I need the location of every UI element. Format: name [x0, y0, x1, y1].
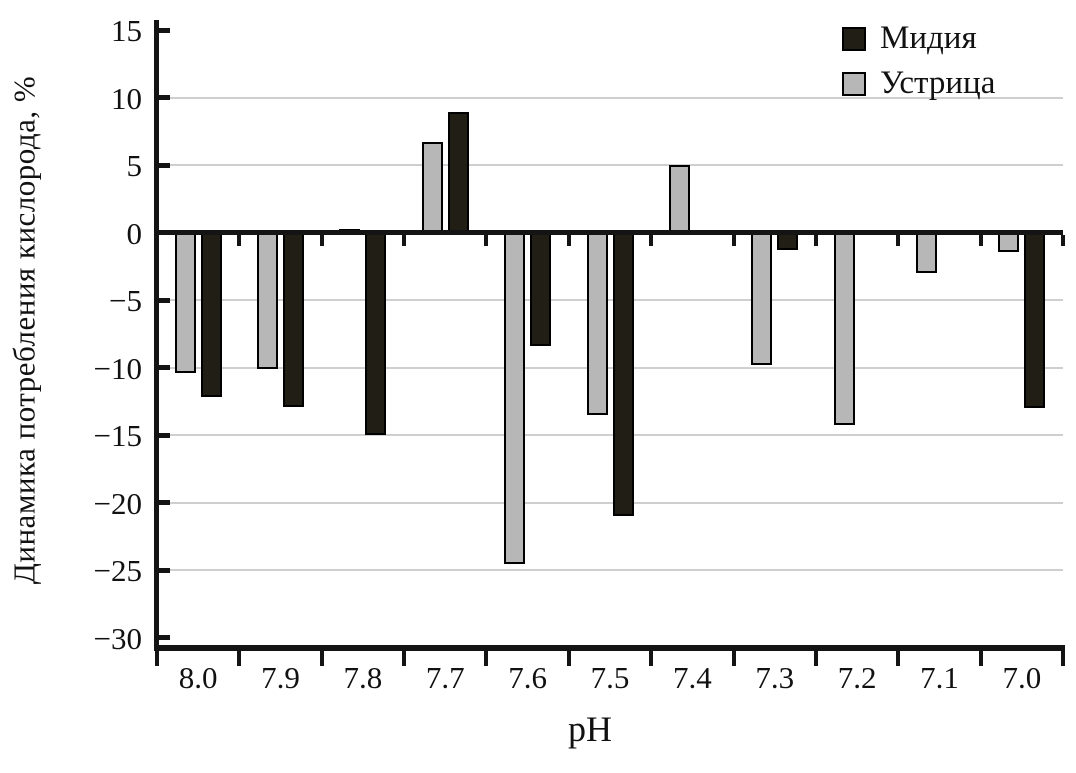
x-axis-tick [731, 645, 736, 666]
legend-item-mussel: Мидия [842, 20, 995, 57]
bar-mussel-7.8 [365, 232, 387, 436]
gridline [157, 434, 1063, 437]
zero-axis-tick [649, 234, 654, 246]
x-tick-label: 7.1 [920, 660, 959, 695]
x-tick-label: 7.5 [590, 660, 630, 695]
x-tick-label: 7.6 [508, 660, 547, 695]
bar-oyster-7.0 [998, 232, 1020, 252]
x-axis-title: pH [568, 709, 612, 749]
gridline [157, 96, 1063, 99]
gridline [157, 569, 1063, 572]
y-axis-tick [157, 500, 170, 506]
zero-axis-tick [978, 234, 983, 246]
y-tick-label: −10 [93, 350, 142, 386]
gridline [157, 299, 1063, 302]
bar-oyster-7.5 [586, 232, 608, 416]
x-tick-label: 7.7 [425, 660, 465, 695]
bar-oyster-7.6 [504, 232, 526, 564]
x-axis-tick [319, 645, 324, 666]
gridline [157, 366, 1063, 369]
zero-axis-tick [731, 234, 736, 246]
x-axis-line [154, 645, 1063, 651]
y-tick-label: 5 [126, 148, 143, 184]
bar-mussel-7.5 [612, 232, 634, 517]
legend: Мидия Устрица [842, 20, 995, 102]
bar-mussel-7.0 [1024, 232, 1046, 409]
y-axis-tick [157, 365, 170, 371]
y-axis-tick [157, 635, 170, 641]
bar-oyster-7.4 [668, 165, 690, 233]
y-axis-tick [157, 297, 170, 303]
x-axis-tick [649, 645, 654, 666]
zero-axis-tick [566, 234, 571, 246]
x-tick-label: 8.0 [178, 660, 218, 695]
x-tick-label: 7.9 [261, 660, 300, 695]
bar-oyster-8.0 [174, 232, 196, 374]
zero-axis-tick [896, 234, 901, 246]
x-tick-label: 7.4 [672, 660, 712, 695]
y-tick-label: 0 [126, 215, 143, 251]
bar-oyster-7.7 [421, 142, 443, 233]
zero-axis-tick [402, 234, 407, 246]
y-axis-tick [157, 230, 170, 236]
gridline [157, 501, 1063, 504]
legend-label-mussel: Мидия [880, 20, 977, 56]
x-tick-label: 7.3 [755, 660, 795, 695]
bar-oyster-7.9 [257, 232, 279, 370]
bar-mussel-7.7 [447, 112, 469, 233]
oyster-swatch-icon [842, 71, 866, 96]
y-tick-label: −30 [93, 620, 142, 656]
bar-oyster-7.2 [833, 232, 855, 425]
x-axis-tick [237, 645, 242, 666]
x-axis-tick [896, 645, 901, 666]
x-axis-tick [155, 645, 159, 666]
bar-mussel-7.9 [283, 232, 305, 407]
bar-oyster-7.1 [915, 232, 937, 274]
x-tick-label: 7.2 [837, 660, 877, 695]
x-tick-label: 7.8 [343, 660, 383, 695]
y-tick-label: −15 [93, 418, 142, 454]
x-axis-tick [566, 645, 571, 666]
zero-axis-tick [484, 234, 489, 246]
x-axis-tick [978, 645, 983, 666]
zero-axis-tick [237, 234, 242, 246]
x-axis-tick [1061, 645, 1065, 666]
y-tick-label: −25 [93, 553, 142, 589]
legend-label-oyster: Устрица [880, 65, 996, 101]
y-axis-tick [157, 432, 170, 438]
y-tick-label: 15 [111, 13, 142, 48]
bar-mussel-8.0 [200, 232, 222, 398]
x-axis-tick [813, 645, 818, 666]
bar-oyster-7.3 [751, 232, 773, 366]
gridline [157, 164, 1063, 167]
bar-mussel-7.3 [777, 232, 799, 251]
legend-item-oyster: Устрица [842, 65, 995, 102]
zero-axis-line [157, 230, 1063, 236]
mussel-swatch-icon [842, 26, 866, 51]
y-axis-tick [157, 567, 170, 573]
y-axis-tick [157, 95, 170, 101]
x-axis-tick [402, 645, 407, 666]
y-tick-label: 10 [111, 80, 142, 116]
y-axis-tick [157, 27, 170, 33]
bar-mussel-7.6 [530, 232, 552, 347]
y-axis-line [154, 20, 159, 651]
x-axis-tick [484, 645, 489, 666]
zero-axis-tick [319, 234, 324, 246]
y-tick-label: −20 [93, 485, 142, 521]
zero-axis-tick [1061, 234, 1065, 246]
y-axis-tick [157, 162, 170, 168]
y-tick-label: −5 [109, 283, 142, 319]
x-tick-label: 7.0 [1002, 660, 1042, 695]
zero-axis-tick [813, 234, 818, 246]
